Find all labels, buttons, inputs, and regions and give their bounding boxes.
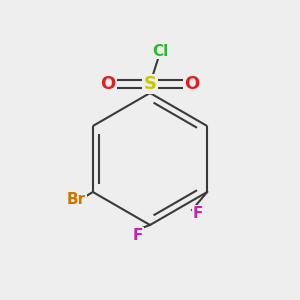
Text: O: O <box>184 75 200 93</box>
Text: Cl: Cl <box>152 44 169 59</box>
Text: F: F <box>133 228 143 243</box>
Text: O: O <box>100 75 116 93</box>
Text: Br: Br <box>67 192 86 207</box>
Text: F: F <box>193 206 203 220</box>
Text: S: S <box>143 75 157 93</box>
